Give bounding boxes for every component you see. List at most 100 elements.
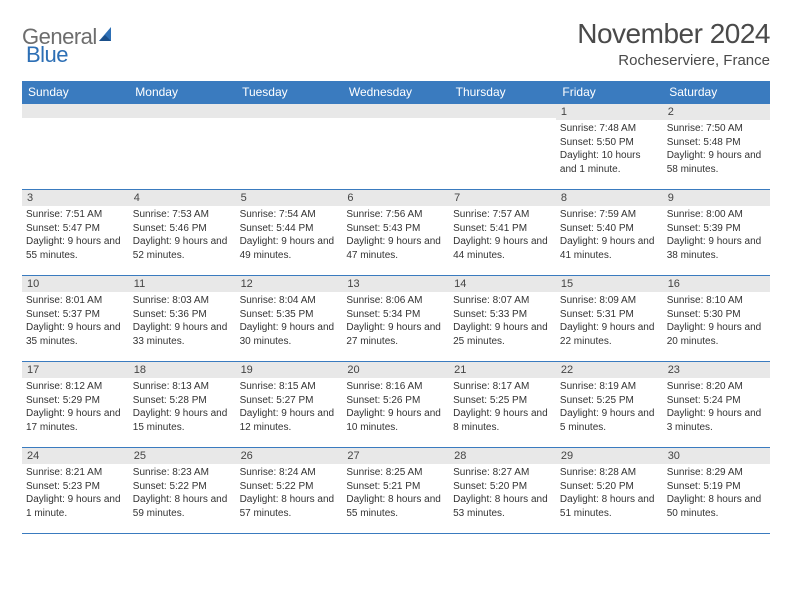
sunrise-text: Sunrise: 8:23 AM xyxy=(133,466,232,480)
sunset-text: Sunset: 5:21 PM xyxy=(346,480,445,494)
day-number: 3 xyxy=(22,190,129,206)
sunrise-text: Sunrise: 7:48 AM xyxy=(560,122,659,136)
sunset-text: Sunset: 5:34 PM xyxy=(346,308,445,322)
day-details: Sunrise: 7:59 AMSunset: 5:40 PMDaylight:… xyxy=(556,206,663,266)
daylight-text: Daylight: 9 hours and 55 minutes. xyxy=(26,235,125,262)
sunrise-text: Sunrise: 8:15 AM xyxy=(240,380,339,394)
daylight-text: Daylight: 9 hours and 33 minutes. xyxy=(133,321,232,348)
weekday-header: Saturday xyxy=(663,81,770,104)
day-number: 4 xyxy=(129,190,236,206)
daylight-text: Daylight: 9 hours and 10 minutes. xyxy=(346,407,445,434)
day-details: Sunrise: 8:29 AMSunset: 5:19 PMDaylight:… xyxy=(663,464,770,524)
calendar-day-cell: 19Sunrise: 8:15 AMSunset: 5:27 PMDayligh… xyxy=(236,362,343,448)
sunset-text: Sunset: 5:46 PM xyxy=(133,222,232,236)
sunrise-text: Sunrise: 8:24 AM xyxy=(240,466,339,480)
day-number xyxy=(22,104,129,118)
daylight-text: Daylight: 9 hours and 49 minutes. xyxy=(240,235,339,262)
daylight-text: Daylight: 9 hours and 8 minutes. xyxy=(453,407,552,434)
daylight-text: Daylight: 9 hours and 12 minutes. xyxy=(240,407,339,434)
sunrise-text: Sunrise: 7:54 AM xyxy=(240,208,339,222)
day-number: 13 xyxy=(342,276,449,292)
day-details: Sunrise: 8:23 AMSunset: 5:22 PMDaylight:… xyxy=(129,464,236,524)
calendar-day-cell xyxy=(22,104,129,190)
sunrise-text: Sunrise: 7:51 AM xyxy=(26,208,125,222)
day-number xyxy=(342,104,449,118)
day-number: 17 xyxy=(22,362,129,378)
day-number: 12 xyxy=(236,276,343,292)
daylight-text: Daylight: 9 hours and 15 minutes. xyxy=(133,407,232,434)
weekday-header: Monday xyxy=(129,81,236,104)
sunset-text: Sunset: 5:35 PM xyxy=(240,308,339,322)
daylight-text: Daylight: 8 hours and 50 minutes. xyxy=(667,493,766,520)
day-details: Sunrise: 7:50 AMSunset: 5:48 PMDaylight:… xyxy=(663,120,770,180)
sunset-text: Sunset: 5:47 PM xyxy=(26,222,125,236)
title-block: November 2024 Rocheserviere, France xyxy=(577,18,770,69)
calendar-week-row: 24Sunrise: 8:21 AMSunset: 5:23 PMDayligh… xyxy=(22,448,770,534)
sunrise-text: Sunrise: 8:01 AM xyxy=(26,294,125,308)
day-number: 25 xyxy=(129,448,236,464)
calendar-day-cell: 11Sunrise: 8:03 AMSunset: 5:36 PMDayligh… xyxy=(129,276,236,362)
daylight-text: Daylight: 9 hours and 47 minutes. xyxy=(346,235,445,262)
sunrise-text: Sunrise: 7:53 AM xyxy=(133,208,232,222)
day-number: 24 xyxy=(22,448,129,464)
sunrise-text: Sunrise: 8:16 AM xyxy=(346,380,445,394)
day-details xyxy=(22,118,129,124)
sunset-text: Sunset: 5:22 PM xyxy=(240,480,339,494)
sunset-text: Sunset: 5:25 PM xyxy=(453,394,552,408)
day-details: Sunrise: 7:51 AMSunset: 5:47 PMDaylight:… xyxy=(22,206,129,266)
daylight-text: Daylight: 10 hours and 1 minute. xyxy=(560,149,659,176)
sunrise-text: Sunrise: 8:03 AM xyxy=(133,294,232,308)
sunrise-text: Sunrise: 8:13 AM xyxy=(133,380,232,394)
day-number: 22 xyxy=(556,362,663,378)
daylight-text: Daylight: 9 hours and 44 minutes. xyxy=(453,235,552,262)
calendar-day-cell: 23Sunrise: 8:20 AMSunset: 5:24 PMDayligh… xyxy=(663,362,770,448)
day-number: 6 xyxy=(342,190,449,206)
day-details: Sunrise: 8:06 AMSunset: 5:34 PMDaylight:… xyxy=(342,292,449,352)
sunset-text: Sunset: 5:43 PM xyxy=(346,222,445,236)
day-number: 29 xyxy=(556,448,663,464)
calendar-week-row: 17Sunrise: 8:12 AMSunset: 5:29 PMDayligh… xyxy=(22,362,770,448)
month-title: November 2024 xyxy=(577,18,770,50)
day-details xyxy=(236,118,343,124)
sunset-text: Sunset: 5:20 PM xyxy=(560,480,659,494)
calendar-day-cell xyxy=(129,104,236,190)
calendar-day-cell: 6 Sunrise: 7:56 AMSunset: 5:43 PMDaylight… xyxy=(342,190,449,276)
calendar-day-cell: 24Sunrise: 8:21 AMSunset: 5:23 PMDayligh… xyxy=(22,448,129,534)
day-number: 21 xyxy=(449,362,556,378)
weekday-header: Thursday xyxy=(449,81,556,104)
daylight-text: Daylight: 8 hours and 55 minutes. xyxy=(346,493,445,520)
sunrise-text: Sunrise: 8:19 AM xyxy=(560,380,659,394)
day-details: Sunrise: 8:27 AMSunset: 5:20 PMDaylight:… xyxy=(449,464,556,524)
day-details: Sunrise: 8:10 AMSunset: 5:30 PMDaylight:… xyxy=(663,292,770,352)
calendar-body: 1Sunrise: 7:48 AMSunset: 5:50 PMDaylight… xyxy=(22,104,770,534)
sunset-text: Sunset: 5:31 PM xyxy=(560,308,659,322)
day-details: Sunrise: 8:17 AMSunset: 5:25 PMDaylight:… xyxy=(449,378,556,438)
daylight-text: Daylight: 9 hours and 25 minutes. xyxy=(453,321,552,348)
day-number: 1 xyxy=(556,104,663,120)
day-details xyxy=(449,118,556,124)
day-details: Sunrise: 8:09 AMSunset: 5:31 PMDaylight:… xyxy=(556,292,663,352)
day-details: Sunrise: 8:01 AMSunset: 5:37 PMDaylight:… xyxy=(22,292,129,352)
calendar-day-cell: 3Sunrise: 7:51 AMSunset: 5:47 PMDaylight… xyxy=(22,190,129,276)
daylight-text: Daylight: 9 hours and 5 minutes. xyxy=(560,407,659,434)
day-details: Sunrise: 8:07 AMSunset: 5:33 PMDaylight:… xyxy=(449,292,556,352)
day-number: 23 xyxy=(663,362,770,378)
day-details: Sunrise: 8:12 AMSunset: 5:29 PMDaylight:… xyxy=(22,378,129,438)
sunset-text: Sunset: 5:26 PM xyxy=(346,394,445,408)
sunset-text: Sunset: 5:29 PM xyxy=(26,394,125,408)
calendar-day-cell: 20Sunrise: 8:16 AMSunset: 5:26 PMDayligh… xyxy=(342,362,449,448)
calendar-week-row: 10Sunrise: 8:01 AMSunset: 5:37 PMDayligh… xyxy=(22,276,770,362)
calendar-day-cell: 4Sunrise: 7:53 AMSunset: 5:46 PMDaylight… xyxy=(129,190,236,276)
sunset-text: Sunset: 5:24 PM xyxy=(667,394,766,408)
weekday-header: Sunday xyxy=(22,81,129,104)
sunrise-text: Sunrise: 8:06 AM xyxy=(346,294,445,308)
day-details: Sunrise: 8:25 AMSunset: 5:21 PMDaylight:… xyxy=(342,464,449,524)
day-number: 26 xyxy=(236,448,343,464)
daylight-text: Daylight: 9 hours and 17 minutes. xyxy=(26,407,125,434)
weekday-header: Tuesday xyxy=(236,81,343,104)
sunset-text: Sunset: 5:41 PM xyxy=(453,222,552,236)
sunset-text: Sunset: 5:19 PM xyxy=(667,480,766,494)
calendar-table: Sunday Monday Tuesday Wednesday Thursday… xyxy=(22,81,770,534)
sunrise-text: Sunrise: 7:56 AM xyxy=(346,208,445,222)
calendar-day-cell: 5Sunrise: 7:54 AMSunset: 5:44 PMDaylight… xyxy=(236,190,343,276)
